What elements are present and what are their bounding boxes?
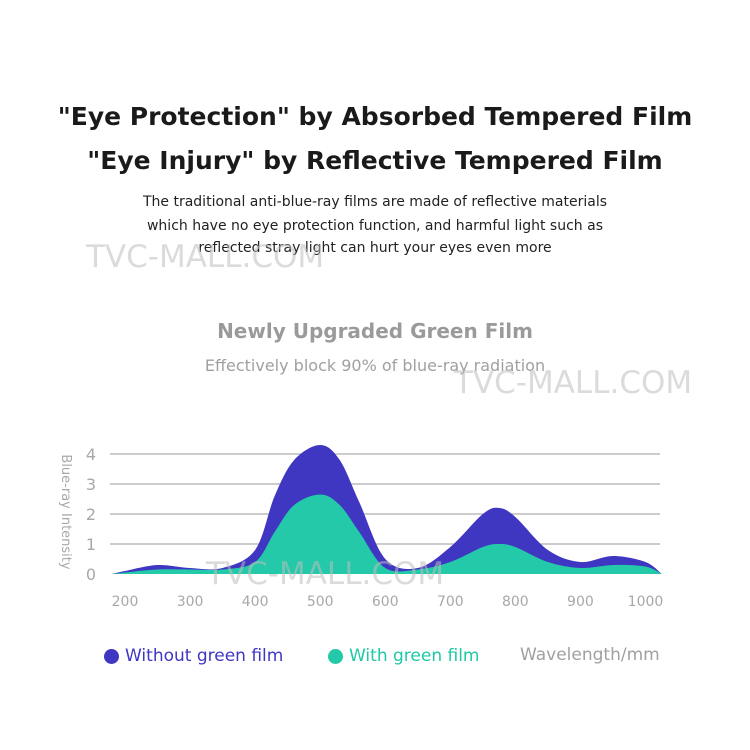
x-tick-label-900: 900 bbox=[567, 594, 594, 610]
page-title-line-1: "Eye Protection" by Absorbed Tempered Fi… bbox=[57, 102, 693, 131]
area-series-1 bbox=[112, 494, 662, 574]
page-title-line-2: "Eye Injury" by Reflective Tempered Film bbox=[87, 146, 663, 175]
y-axis-label: Blue-ray Intensity bbox=[58, 454, 73, 569]
area-series-0 bbox=[112, 445, 662, 574]
x-tick-label-1000: 1000 bbox=[628, 594, 664, 610]
chart-title: Newly Upgraded Green Film bbox=[217, 319, 533, 343]
x-tick-label-500: 500 bbox=[307, 594, 334, 610]
area-series bbox=[112, 445, 662, 574]
y-tick-label-1: 1 bbox=[86, 535, 96, 554]
y-tick-label-0: 0 bbox=[86, 565, 96, 584]
watermark-text: TVC-MALL.COM bbox=[206, 556, 445, 592]
x-axis-label: Wavelength/mm bbox=[520, 645, 660, 665]
watermark-text: TVC-MALL.COM bbox=[86, 239, 325, 275]
y-tick-label-3: 3 bbox=[86, 475, 96, 494]
x-tick-label-400: 400 bbox=[242, 594, 269, 610]
x-tick-label-600: 600 bbox=[372, 594, 399, 610]
description-line-1: The traditional anti-blue-ray films are … bbox=[142, 194, 608, 210]
chart-subtitle: Effectively block 90% of blue-ray radiat… bbox=[204, 356, 546, 375]
legend-label: Without green film bbox=[125, 646, 284, 666]
x-tick-label-800: 800 bbox=[502, 594, 529, 610]
legend-label: With green film bbox=[349, 646, 480, 666]
x-tick-label-300: 300 bbox=[177, 594, 204, 610]
x-tick-label-200: 200 bbox=[112, 594, 139, 610]
watermark-text: TVC-MALL.COM bbox=[454, 365, 693, 401]
grid-lines bbox=[110, 453, 660, 545]
legend-swatch bbox=[104, 648, 119, 664]
axis-ticks: 0 1 2 3 4 200 300 400 500 600 700 800 900 1000 bbox=[86, 445, 663, 610]
y-tick-label-4: 4 bbox=[86, 445, 96, 464]
y-tick-label-2: 2 bbox=[86, 505, 96, 524]
legend-swatch bbox=[328, 648, 343, 664]
description-line-3: reflected stray light can hurt your eyes… bbox=[198, 240, 552, 256]
x-tick-label-700: 700 bbox=[437, 594, 464, 610]
description-line-2: which have no eye protection function, a… bbox=[146, 218, 603, 234]
legend-item-with-green-film: With green film bbox=[328, 646, 480, 666]
legend-item-without-green-film: Without green film bbox=[104, 646, 283, 666]
